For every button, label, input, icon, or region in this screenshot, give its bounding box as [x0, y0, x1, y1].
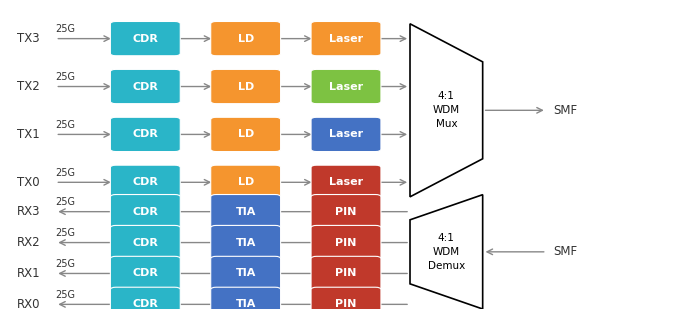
- Text: CDR: CDR: [132, 82, 158, 91]
- Text: TX2: TX2: [17, 80, 40, 93]
- Text: Laser: Laser: [329, 34, 363, 44]
- Text: 25G: 25G: [56, 228, 75, 238]
- FancyBboxPatch shape: [311, 22, 381, 56]
- Text: Laser: Laser: [329, 129, 363, 139]
- Text: CDR: CDR: [132, 238, 158, 248]
- Text: TX3: TX3: [17, 32, 40, 45]
- FancyBboxPatch shape: [311, 165, 381, 200]
- Text: CDR: CDR: [132, 129, 158, 139]
- Polygon shape: [410, 195, 483, 309]
- Text: 25G: 25G: [56, 72, 75, 82]
- FancyBboxPatch shape: [110, 70, 180, 104]
- Text: CDR: CDR: [132, 34, 158, 44]
- Text: LD: LD: [237, 129, 254, 139]
- FancyBboxPatch shape: [210, 165, 281, 200]
- FancyBboxPatch shape: [110, 226, 180, 260]
- Text: CDR: CDR: [132, 207, 158, 217]
- Text: TX1: TX1: [17, 128, 40, 141]
- FancyBboxPatch shape: [311, 195, 381, 229]
- Text: 25G: 25G: [56, 168, 75, 178]
- Text: SMF: SMF: [554, 104, 578, 117]
- Text: TIA: TIA: [235, 238, 256, 248]
- Text: TIA: TIA: [235, 269, 256, 278]
- Text: Laser: Laser: [329, 177, 363, 187]
- FancyBboxPatch shape: [311, 226, 381, 260]
- Text: 4:1
WDM
Mux: 4:1 WDM Mux: [432, 91, 460, 129]
- FancyBboxPatch shape: [110, 117, 180, 152]
- FancyBboxPatch shape: [311, 117, 381, 152]
- Text: TIA: TIA: [235, 207, 256, 217]
- Text: Laser: Laser: [329, 82, 363, 91]
- Text: TIA: TIA: [235, 299, 256, 309]
- FancyBboxPatch shape: [110, 195, 180, 229]
- Text: 25G: 25G: [56, 259, 75, 269]
- Text: TX0: TX0: [17, 176, 40, 189]
- FancyBboxPatch shape: [311, 287, 381, 309]
- Text: RX0: RX0: [17, 298, 41, 309]
- FancyBboxPatch shape: [311, 256, 381, 290]
- Text: PIN: PIN: [336, 207, 356, 217]
- Text: LD: LD: [237, 34, 254, 44]
- Text: LD: LD: [237, 177, 254, 187]
- FancyBboxPatch shape: [210, 287, 281, 309]
- Text: CDR: CDR: [132, 299, 158, 309]
- Text: CDR: CDR: [132, 177, 158, 187]
- Text: 25G: 25G: [56, 24, 75, 34]
- Text: CDR: CDR: [132, 269, 158, 278]
- Text: SMF: SMF: [554, 245, 578, 258]
- Text: PIN: PIN: [336, 238, 356, 248]
- Text: 25G: 25G: [56, 120, 75, 130]
- Text: RX3: RX3: [17, 205, 41, 218]
- Text: 25G: 25G: [56, 197, 75, 207]
- Text: PIN: PIN: [336, 269, 356, 278]
- FancyBboxPatch shape: [210, 195, 281, 229]
- FancyBboxPatch shape: [110, 22, 180, 56]
- FancyBboxPatch shape: [311, 70, 381, 104]
- FancyBboxPatch shape: [110, 287, 180, 309]
- Text: 4:1
WDM
Demux: 4:1 WDM Demux: [428, 233, 465, 271]
- FancyBboxPatch shape: [110, 256, 180, 290]
- Text: LD: LD: [237, 82, 254, 91]
- FancyBboxPatch shape: [210, 70, 281, 104]
- FancyBboxPatch shape: [210, 226, 281, 260]
- Text: 25G: 25G: [56, 290, 75, 300]
- Text: RX2: RX2: [17, 236, 41, 249]
- FancyBboxPatch shape: [210, 22, 281, 56]
- FancyBboxPatch shape: [110, 165, 180, 200]
- FancyBboxPatch shape: [210, 117, 281, 152]
- Text: RX1: RX1: [17, 267, 41, 280]
- FancyBboxPatch shape: [210, 256, 281, 290]
- Text: PIN: PIN: [336, 299, 356, 309]
- Polygon shape: [410, 24, 483, 197]
